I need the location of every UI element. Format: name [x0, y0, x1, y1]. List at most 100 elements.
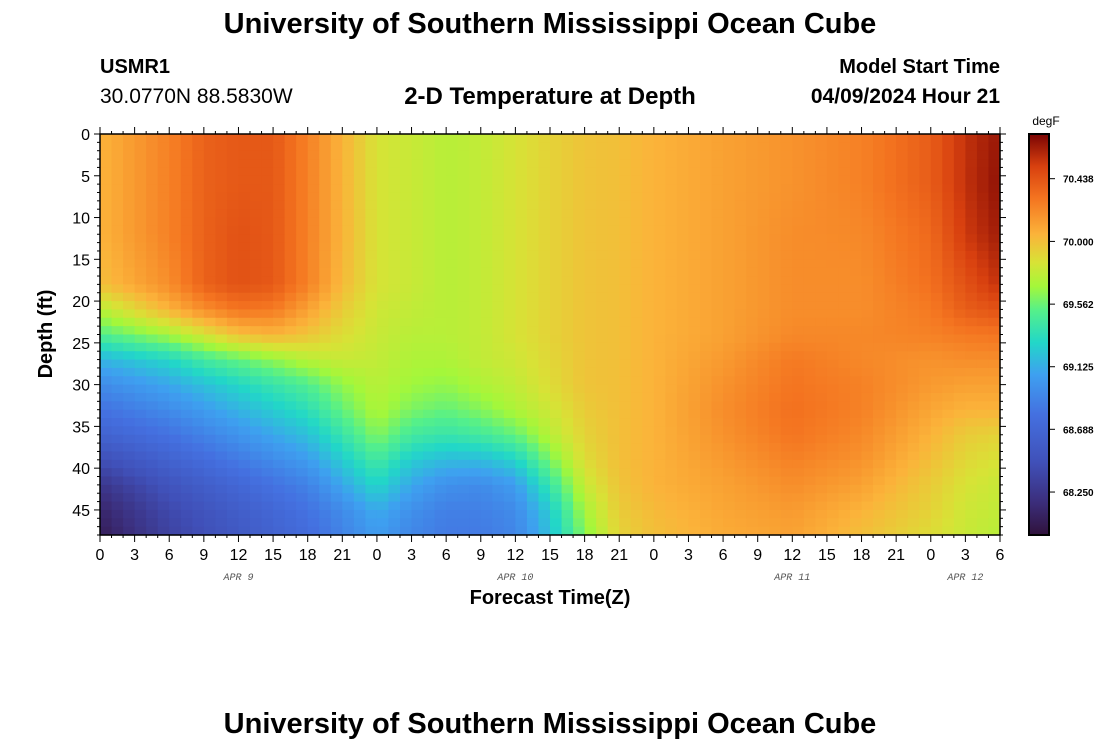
heatmap-cell	[123, 326, 136, 336]
heatmap-cell	[250, 301, 263, 311]
heatmap-cell	[838, 342, 851, 352]
heatmap-cell	[388, 484, 401, 494]
heatmap-cell	[215, 443, 228, 453]
heatmap-cell	[942, 167, 955, 177]
heatmap-cell	[192, 225, 205, 235]
heatmap-cell	[434, 468, 447, 478]
heatmap-cell	[988, 451, 1001, 461]
heatmap-cell	[792, 309, 805, 319]
heatmap-cell	[642, 184, 655, 194]
heatmap-cell	[930, 351, 943, 361]
heatmap-cell	[630, 317, 643, 327]
heatmap-cell	[469, 250, 482, 260]
heatmap-cell	[573, 367, 586, 377]
heatmap-cell	[319, 468, 332, 478]
heatmap-cell	[226, 509, 240, 519]
heatmap-cell	[596, 200, 609, 210]
heatmap-cell	[215, 351, 228, 361]
heatmap-cell	[526, 159, 540, 169]
heatmap-cell	[146, 476, 159, 486]
heatmap-cell	[215, 209, 228, 219]
heatmap-cell	[861, 234, 874, 244]
heatmap-cell	[203, 426, 216, 436]
heatmap-cell	[919, 276, 932, 285]
heatmap-cell	[146, 242, 159, 252]
heatmap-cell	[388, 267, 401, 277]
heatmap-cell	[296, 518, 309, 528]
heatmap-cell	[665, 409, 678, 419]
heatmap-cell	[746, 150, 759, 160]
heatmap-cell	[826, 175, 840, 185]
heatmap-cell	[700, 175, 713, 185]
heatmap-cell	[215, 175, 228, 185]
heatmap-cell	[665, 225, 678, 235]
heatmap-cell	[215, 367, 228, 377]
heatmap-cell	[515, 326, 528, 336]
heatmap-cell	[976, 518, 990, 528]
heatmap-cell	[434, 434, 447, 444]
heatmap-cell	[215, 526, 228, 536]
heatmap-cell	[296, 501, 309, 511]
heatmap-cell	[261, 501, 274, 511]
heatmap-cell	[480, 493, 493, 503]
heatmap-cell	[169, 384, 182, 394]
heatmap-cell	[826, 217, 840, 227]
heatmap-cell	[896, 217, 909, 227]
heatmap-cell	[688, 418, 701, 427]
heatmap-cell	[307, 276, 320, 285]
heatmap-cell	[238, 526, 251, 536]
heatmap-cell	[607, 184, 620, 194]
heatmap-cell	[273, 192, 286, 202]
heatmap-cell	[596, 134, 609, 143]
heatmap-cell	[273, 459, 286, 469]
heatmap-cell	[434, 225, 447, 235]
heatmap-cell	[423, 267, 436, 277]
heatmap-cell	[930, 326, 943, 336]
heatmap-cell	[573, 459, 586, 469]
heatmap-cell	[573, 301, 586, 311]
heatmap-cell	[434, 484, 447, 494]
heatmap-cell	[803, 309, 816, 319]
heatmap-cell	[838, 250, 851, 260]
x-tick-label: 6	[442, 547, 451, 564]
heatmap-cell	[342, 518, 355, 528]
heatmap-cell	[826, 392, 840, 402]
heatmap-cell	[873, 225, 886, 235]
heatmap-cell	[826, 518, 840, 528]
heatmap-cell	[642, 217, 655, 227]
heatmap-cell	[665, 209, 678, 219]
heatmap-cell	[503, 234, 516, 244]
heatmap-cell	[526, 409, 540, 419]
heatmap-cell	[469, 292, 482, 302]
heatmap-cell	[861, 301, 874, 311]
heatmap-cell	[930, 267, 943, 277]
heatmap-cell	[815, 142, 828, 152]
heatmap-cell	[480, 509, 493, 519]
heatmap-cell	[503, 384, 516, 394]
heatmap-cell	[400, 376, 413, 386]
heatmap-cell	[353, 493, 366, 503]
heatmap-cell	[411, 276, 424, 285]
heatmap-cell	[803, 317, 816, 327]
heatmap-cell	[803, 359, 816, 369]
heatmap-cell	[457, 284, 470, 294]
heatmap-cell	[330, 242, 343, 252]
heatmap-cell	[642, 309, 655, 319]
heatmap-cell	[434, 167, 447, 177]
heatmap-cell	[596, 342, 609, 352]
heatmap-cell	[446, 142, 459, 152]
heatmap-cell	[942, 301, 955, 311]
heatmap-cell	[169, 276, 182, 285]
heatmap-cell	[388, 150, 401, 160]
heatmap-cell	[100, 484, 113, 494]
heatmap-cell	[930, 459, 943, 469]
heatmap-cell	[976, 225, 990, 235]
heatmap-cell	[919, 234, 932, 244]
heatmap-cell	[330, 309, 343, 319]
heatmap-cell	[226, 434, 240, 444]
heatmap-cell	[676, 175, 690, 185]
heatmap-cell	[203, 159, 216, 169]
heatmap-cell	[157, 384, 170, 394]
heatmap-cell	[607, 426, 620, 436]
heatmap-cell	[573, 250, 586, 260]
